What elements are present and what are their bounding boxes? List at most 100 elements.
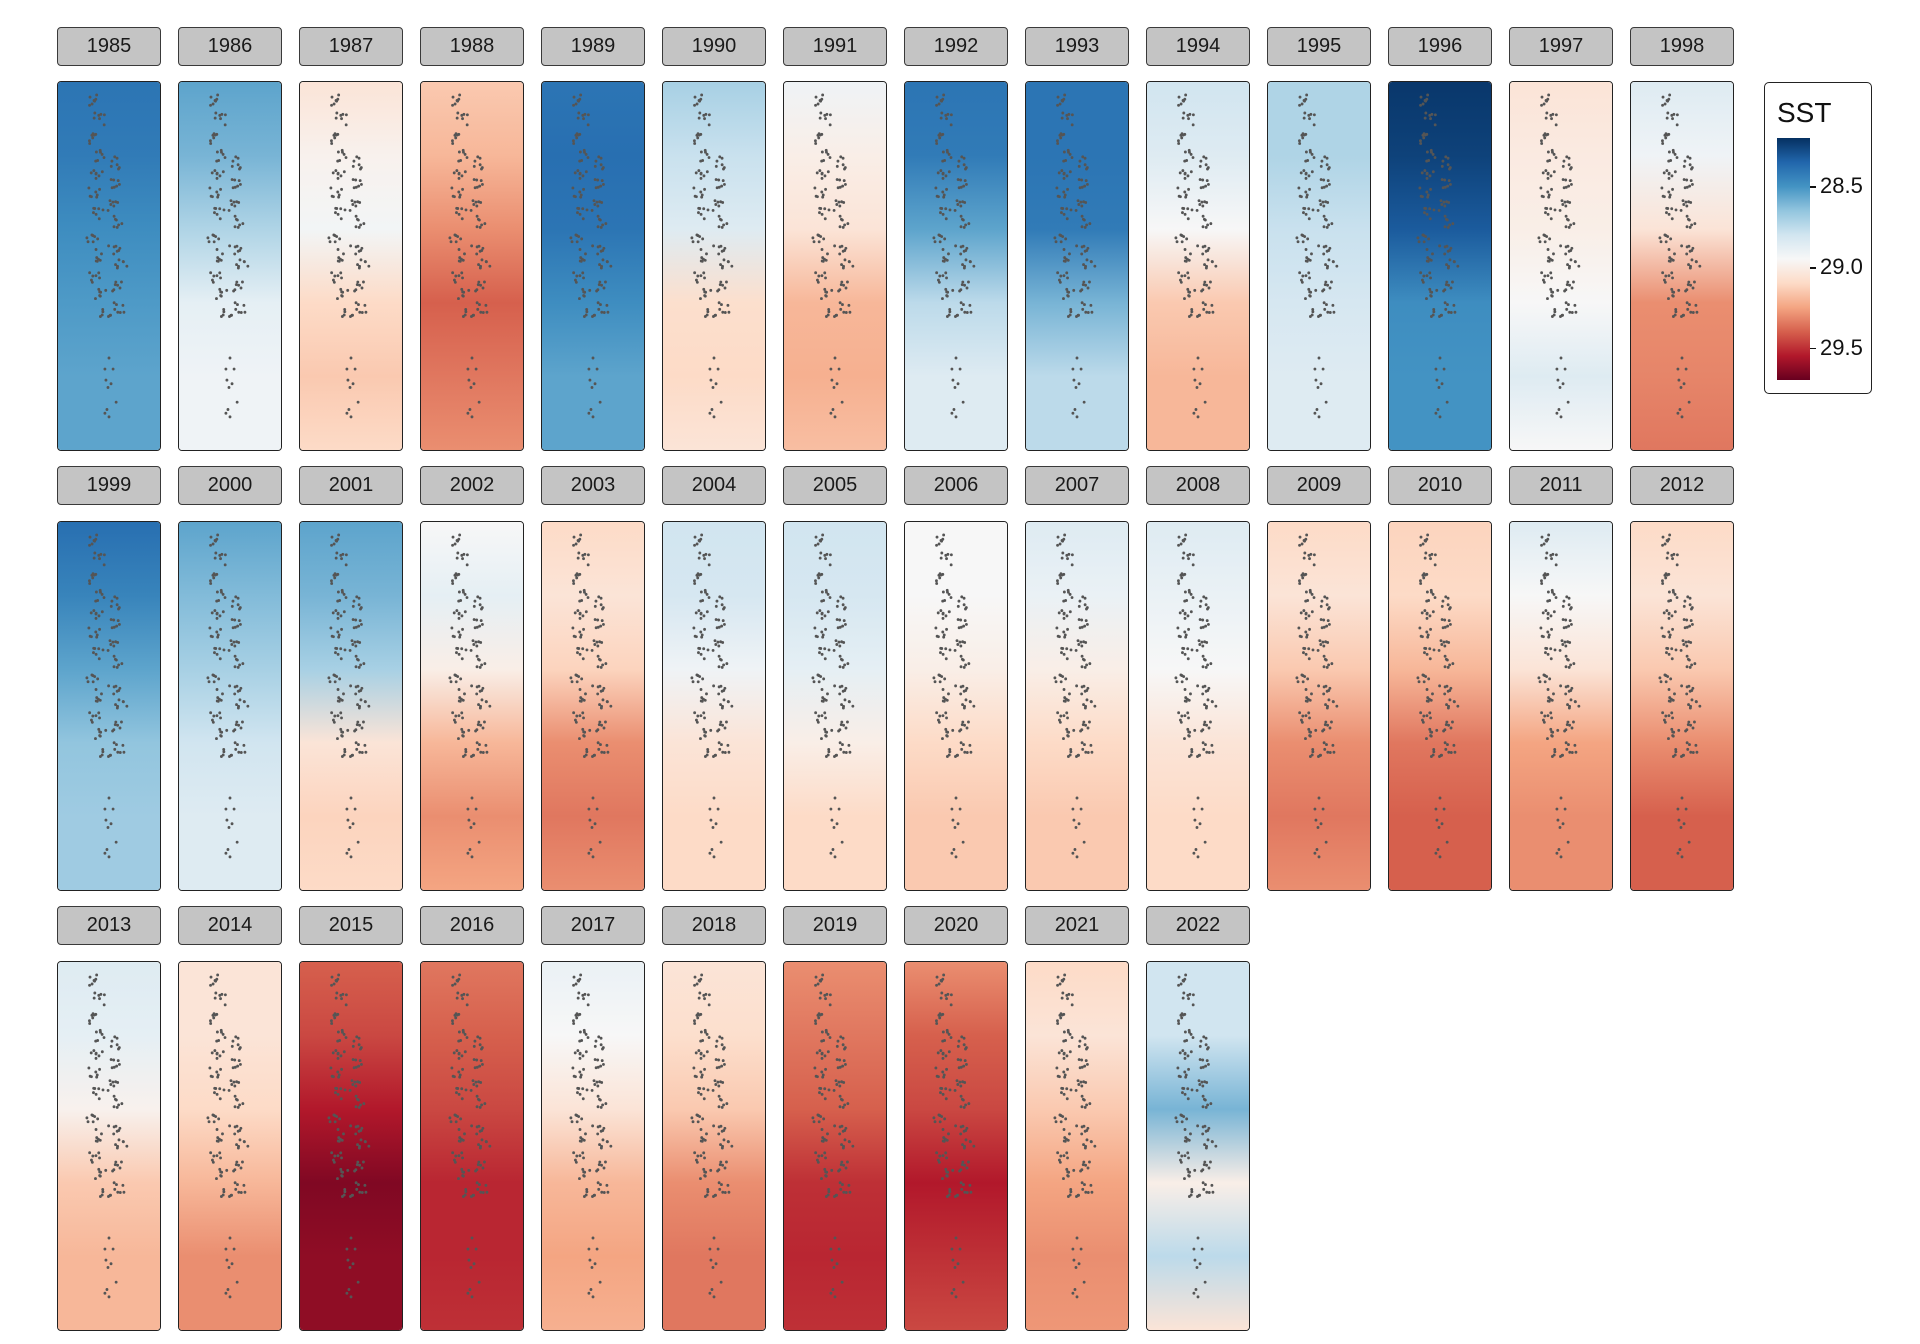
atoll-island (355, 217, 359, 221)
atoll-island (354, 252, 358, 256)
atoll-island (212, 576, 216, 580)
atoll-island (1080, 288, 1084, 292)
atoll-island (474, 1080, 478, 1084)
facet-label-1993: 1993 (1025, 27, 1129, 66)
atoll-island (961, 200, 965, 204)
atoll-island (233, 728, 237, 732)
atoll-island (231, 1039, 235, 1043)
atoll-island (703, 627, 707, 631)
atoll-island (1427, 599, 1431, 603)
atoll-island (478, 1146, 482, 1150)
atoll-island (228, 796, 232, 800)
atoll-island (227, 648, 231, 652)
atoll-island (334, 206, 338, 210)
atoll-island (814, 271, 818, 275)
atoll-island (835, 178, 839, 182)
atoll-island (1312, 563, 1316, 567)
atoll-island (1080, 665, 1084, 669)
atoll-island (948, 307, 952, 311)
atoll-island (1081, 723, 1085, 727)
atoll-island (1186, 614, 1190, 618)
sst-field-2012 (1631, 522, 1733, 890)
atoll-island (572, 983, 575, 987)
atoll-island (1190, 648, 1194, 652)
atoll-island (459, 1117, 463, 1121)
atoll-island (358, 1190, 362, 1194)
atoll-island (720, 303, 723, 307)
atoll-island (235, 1160, 239, 1164)
atoll-island (233, 644, 237, 648)
atoll-island (1085, 663, 1089, 667)
atoll-island (714, 753, 717, 757)
atoll-island (236, 624, 240, 628)
atoll-island (572, 711, 576, 715)
atoll-island (1423, 206, 1427, 210)
atoll-island (214, 111, 218, 115)
atoll-island (963, 750, 967, 754)
atoll-island (820, 590, 824, 594)
atoll-island (456, 551, 460, 555)
atoll-island (824, 557, 827, 561)
atoll-island (336, 977, 340, 981)
atoll-island (330, 983, 333, 987)
atoll-island (1322, 178, 1326, 182)
atoll-island (1066, 755, 1070, 758)
atoll-island (329, 626, 333, 630)
atoll-island (715, 186, 719, 190)
atoll-island (241, 720, 244, 724)
atoll-island (1452, 743, 1456, 747)
atoll-island (1428, 271, 1432, 275)
atoll-island (723, 622, 726, 626)
atoll-island (339, 647, 343, 651)
atoll-island (700, 93, 704, 97)
atoll-island (1556, 728, 1560, 732)
atoll-island (457, 274, 461, 278)
atoll-island (117, 258, 121, 262)
atoll-island (1426, 533, 1430, 537)
atoll-island (594, 1039, 598, 1043)
atoll-island (1665, 133, 1669, 137)
atoll-island (342, 610, 346, 614)
atoll-island (96, 677, 100, 681)
atoll-island (362, 1102, 366, 1106)
atoll-island (963, 283, 967, 287)
atoll-island (115, 266, 119, 270)
atoll-island (944, 553, 948, 557)
atoll-island (1441, 599, 1445, 603)
atoll-island (1302, 206, 1306, 210)
atoll-island (1063, 193, 1067, 197)
atoll-island (233, 692, 237, 696)
atoll-island (233, 1105, 237, 1109)
atoll-island (236, 706, 240, 710)
atoll-island (935, 711, 939, 715)
atoll-island (115, 1183, 118, 1187)
atoll-island (354, 1084, 358, 1088)
atoll-island (1298, 535, 1302, 539)
atoll-island (235, 1080, 239, 1084)
atoll-island (592, 1079, 596, 1083)
atoll-island (830, 288, 834, 292)
atoll-island (459, 1137, 463, 1141)
atoll-island (104, 378, 108, 382)
atoll-island (1302, 116, 1306, 120)
atoll-island (475, 625, 479, 629)
atoll-island (94, 1092, 98, 1096)
atoll-island (105, 408, 109, 411)
atoll-island (721, 179, 725, 183)
atoll-island (343, 1088, 347, 1092)
atoll-island (836, 599, 840, 603)
atoll-island (357, 225, 361, 229)
atoll-island (1567, 706, 1571, 710)
atoll-island (723, 311, 727, 314)
atoll-island (105, 848, 109, 851)
facet-label-2002: 2002 (420, 466, 524, 505)
atoll-island (356, 640, 360, 644)
atoll-island (90, 133, 94, 137)
atoll-island (1433, 563, 1437, 567)
atoll-island (576, 996, 580, 1000)
atoll-island (1563, 807, 1567, 811)
atoll-island (1059, 240, 1063, 244)
atoll-island (475, 741, 479, 745)
atoll-island (107, 244, 111, 248)
atoll-island (1434, 851, 1438, 855)
